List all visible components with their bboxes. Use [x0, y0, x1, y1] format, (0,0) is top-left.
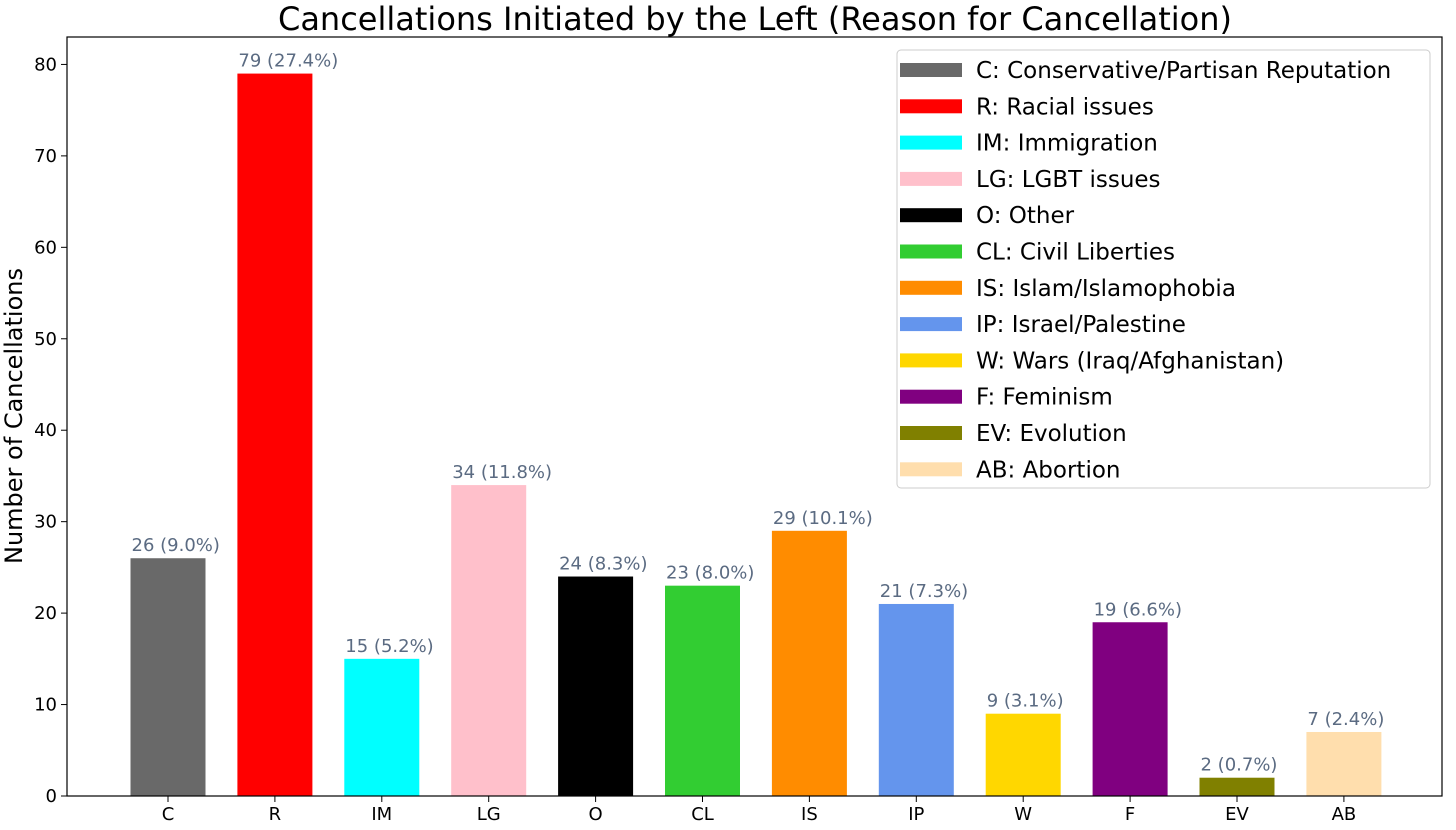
x-tick-label-c: C	[162, 804, 175, 825]
y-tick-label-20: 20	[34, 603, 57, 624]
data-label-w: 9 (3.1%)	[987, 691, 1064, 712]
bar-cl	[665, 585, 740, 796]
axes-frame	[66, 36, 1443, 797]
y-tick-label-40: 40	[34, 420, 57, 441]
y-tick-label-80: 80	[34, 54, 57, 75]
legend-swatch-f	[900, 389, 962, 404]
legend-swatch-im	[900, 135, 962, 150]
bar-ab	[1306, 731, 1382, 796]
data-label-ev: 2 (0.7%)	[1201, 755, 1278, 776]
data-label-im: 15 (5.2%)	[345, 636, 433, 657]
x-tick-label-im: IM	[371, 804, 392, 825]
legend-label-ab: AB: Abortion	[976, 457, 1121, 483]
legend-label-ev: EV: Evolution	[976, 421, 1127, 447]
legend-swatch-r	[900, 99, 962, 114]
legend-label-is: IS: Islam/Islamophobia	[976, 276, 1236, 302]
x-tick-label-cl: CL	[691, 804, 714, 825]
x-tick-label-ip: IP	[908, 804, 924, 825]
legend-swatch-cl	[900, 244, 962, 259]
legend-swatch-o	[900, 208, 962, 223]
x-tick-label-lg: LG	[477, 804, 501, 825]
legend-swatch-lg	[900, 171, 962, 186]
bar-ip	[878, 603, 954, 796]
legend-label-c: C: Conservative/Partisan Reputation	[976, 58, 1391, 84]
x-tick-label-ev: EV	[1225, 804, 1249, 825]
legend-label-lg: LG: LGBT issues	[976, 167, 1161, 193]
legend-swatch-ip	[900, 317, 962, 332]
x-tick-label-r: R	[269, 804, 282, 825]
bar-w	[985, 713, 1061, 796]
bar-c	[130, 558, 206, 796]
y-tick-label-50: 50	[34, 329, 57, 350]
y-tick-label-0: 0	[46, 786, 57, 807]
data-label-is: 29 (10.1%)	[773, 508, 873, 529]
data-label-ab: 7 (2.4%)	[1307, 709, 1384, 730]
legend: C: Conservative/Partisan Reputation R: Ra…	[896, 49, 1431, 489]
data-label-lg: 34 (11.8%)	[452, 462, 552, 483]
data-label-f: 19 (6.6%)	[1094, 599, 1182, 620]
legend-label-w: W: Wars (Iraq/Afghanistan)	[976, 348, 1284, 374]
data-label-ip: 21 (7.3%)	[880, 581, 968, 602]
legend-label-r: R: Racial issues	[976, 94, 1154, 120]
legend-label-o: O: Other	[976, 203, 1075, 229]
legend-swatch-ab	[900, 462, 962, 477]
data-label-r: 79 (27.4%)	[238, 51, 338, 72]
legend-swatch-c	[900, 63, 962, 77]
y-tick-label-60: 60	[34, 237, 57, 258]
bar-f	[1092, 622, 1168, 796]
bar-lg	[451, 485, 527, 796]
legend-swatch-is	[900, 280, 962, 295]
chart-title: Cancellations Initiated by the Left (Rea…	[278, 0, 1232, 38]
bar-is	[771, 530, 847, 796]
legend-swatch-w	[900, 353, 962, 368]
data-label-c: 26 (9.0%)	[132, 535, 220, 556]
x-tick-label-w: W	[1014, 804, 1032, 825]
bar-im	[344, 658, 420, 796]
legend-label-ip: IP: Israel/Palestine	[976, 312, 1186, 338]
legend-label-im: IM: Immigration	[976, 131, 1158, 157]
x-tick-label-f: F	[1125, 804, 1135, 825]
legend-swatch-ev	[900, 426, 962, 440]
x-tick-label-ab: AB	[1332, 804, 1357, 825]
legend-label-f: F: Feminism	[976, 385, 1113, 411]
bar-o	[558, 576, 634, 796]
plot-area: 26 (9.0%) C 79 (27.4%) R 15 (5.2%) IM 34 (11.8…	[34, 36, 1443, 825]
legend-label-cl: CL: Civil Liberties	[976, 240, 1175, 266]
x-tick-label-is: IS	[801, 804, 818, 825]
y-tick-label-10: 10	[34, 695, 57, 716]
y-axis-label: Number of Cancellations	[0, 268, 28, 564]
y-tick-label-30: 30	[34, 512, 57, 533]
y-tick-label-70: 70	[34, 146, 57, 167]
bar-r	[237, 73, 313, 797]
data-label-cl: 23 (8.0%)	[666, 563, 754, 584]
bar-ev	[1199, 777, 1275, 796]
legend-box	[896, 49, 1431, 489]
data-label-o: 24 (8.3%)	[559, 554, 647, 575]
x-tick-label-o: O	[589, 804, 603, 825]
